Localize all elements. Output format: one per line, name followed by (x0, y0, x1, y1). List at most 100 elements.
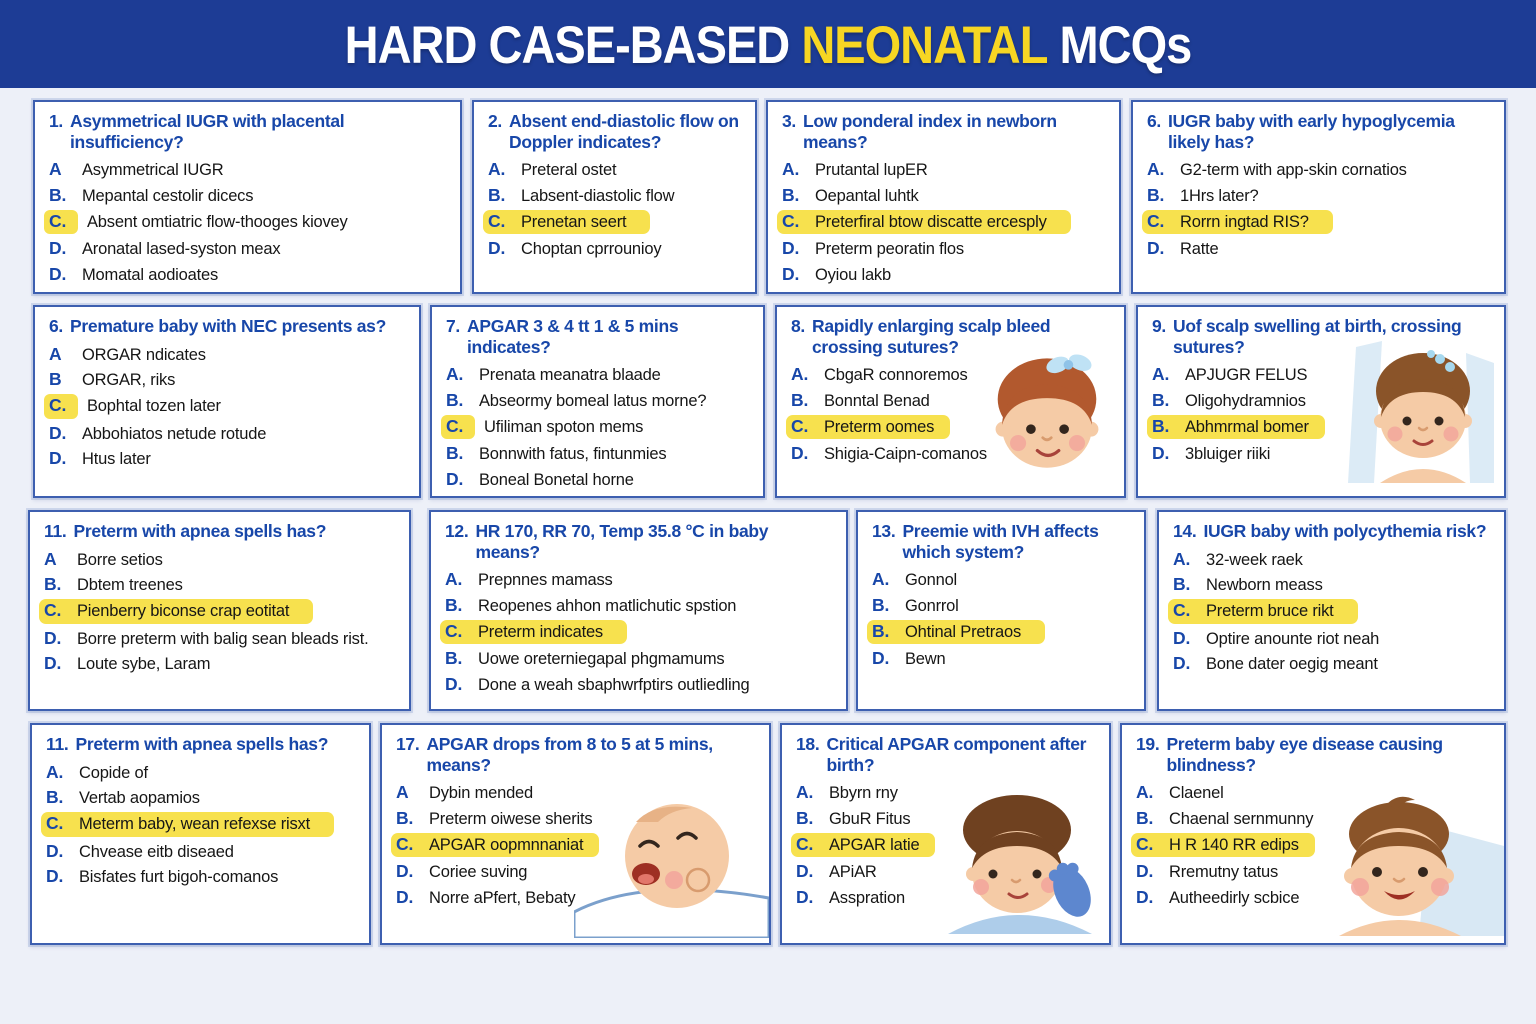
option-row-highlighted: C. APGAR oopmnnaniat (391, 832, 600, 858)
option-text: Prenata meanatra blaade (479, 366, 661, 385)
mcq-card-16: 19. Preterm baby eye disease causing blin… (1120, 723, 1506, 945)
question-text: Preterm baby eye disease causing blindne… (1166, 734, 1443, 775)
question-line: 11. Preterm with apnea spells has? (46, 734, 357, 755)
option-text: G2-term with app-skin cornatios (1180, 161, 1407, 180)
option-letter: D. (49, 238, 67, 259)
option-text: Rremutny tatus (1169, 863, 1279, 882)
mcq-card-5: 6. Premature baby with NEC presents as? A O… (33, 305, 421, 498)
option-text: ORGAR ndicates (82, 345, 206, 364)
option-row: B. Chaenal sernmunny (1136, 808, 1357, 829)
option-text: Ohtinal Pretraos (905, 622, 1022, 641)
option-row: B. Bonntal Benad (791, 390, 990, 411)
title-accent: NEONATAL (801, 14, 1048, 74)
options-list: A. CbgaR connoremos B. Bonntal Benad C. Prete… (786, 364, 990, 464)
option-row: B. Reopenes ahhon matlichutic spstion (445, 595, 834, 616)
option-row: D. Choptan cprrounioy (488, 238, 743, 259)
mcq-card-4: 6. IUGR baby with early hypoglycemia like… (1131, 100, 1506, 294)
option-row: A. Bbyrn rny (796, 782, 983, 803)
question-text: IUGR baby with early hypoglycemia likely… (1168, 111, 1455, 152)
option-row-highlighted: C. Preterm bruce rikt (1168, 599, 1358, 624)
option-row: A Borre setios (44, 549, 397, 570)
question-line: 11. Preterm with apnea spells has? (44, 521, 397, 542)
option-letter: A (49, 343, 62, 364)
option-letter: B. (445, 594, 463, 615)
mcq-card-8: 9. Uof scalp swelling at birth, crossing … (1136, 305, 1506, 498)
option-row: A. 32-week raek (1173, 549, 1492, 570)
question-line: 13. Preemie with IVH affects which system… (872, 521, 1132, 562)
question-number: 2. (488, 111, 502, 131)
option-row: B. Abseormy bomeal latus morne? (446, 390, 751, 411)
option-letter: B. (796, 807, 814, 828)
option-text: Newborn meass (1206, 575, 1323, 594)
option-text: Dybin mended (429, 784, 533, 803)
option-text: APJUGR FELUS (1185, 366, 1308, 385)
option-text: APGAR oopmnnaniat (429, 835, 584, 854)
option-row: B ORGAR, riks (49, 369, 407, 390)
option-row: D. Autheedirly scbice (1136, 887, 1357, 908)
option-text: Preterm oomes (824, 417, 935, 436)
option-text: Bonnwith fatus, fintunmies (479, 445, 667, 464)
option-row: D. Norre aPfert, Bebaty (396, 887, 620, 908)
option-row: D. Htus later (49, 448, 407, 469)
option-text: Prenetan seert (521, 212, 627, 231)
option-text: Preterfiral btow discatte ercesply (815, 212, 1047, 231)
option-row-highlighted: B. Abhmrmal bomer (1147, 414, 1325, 440)
option-row: D. Coriee suving (396, 861, 620, 882)
option-letter: D. (1173, 653, 1191, 674)
option-row-highlighted: C. Bophtal tozen later (44, 394, 407, 419)
title-part2: MCQs (1059, 14, 1193, 74)
option-row: B. 1Hrs later? (1147, 185, 1492, 206)
options-list: A Asymmetrical IUGR B. Mepantal cestolir di… (44, 159, 448, 285)
option-letter: B. (445, 648, 463, 669)
option-letter: C. (1136, 833, 1154, 854)
mcq-card-10: 12. HR 170, RR 70, Temp 35.8 °C in baby m… (429, 510, 848, 711)
option-text: Aronatal lased-syston meax (82, 240, 281, 259)
options-list: A. Preteral ostet B. Labsent-diastolic flow… (483, 159, 743, 259)
option-text: 3bluiger riiki (1185, 445, 1271, 464)
option-row-highlighted: C. Preterm oomes (786, 414, 951, 440)
option-text: Preteral ostet (521, 161, 617, 180)
mcq-card-15: 18. Critical APGAR component after birth?… (780, 723, 1111, 945)
options-list: A. Prenata meanatra blaade B. Abseormy bome… (441, 364, 751, 490)
option-text: Abhmrmal bomer (1185, 417, 1309, 436)
option-text: Bbyrn rny (829, 784, 898, 803)
question-number: 8. (791, 316, 805, 336)
option-text: Pienberry biconse crap eotitat (77, 602, 290, 621)
option-row-highlighted: C. Prenetan seert (483, 209, 651, 235)
option-letter: B. (446, 443, 464, 464)
option-row: A. APJUGR FELUS (1152, 364, 1363, 385)
question-number: 12. (445, 521, 469, 541)
option-row: D. Done a weah sbaphwrfptirs outliedling (445, 674, 834, 695)
option-row: A. Gonnol (872, 569, 1132, 590)
question-line: 12. HR 170, RR 70, Temp 35.8 °C in baby m… (445, 521, 834, 562)
option-letter: D. (1147, 238, 1165, 259)
baby-hairclips-illustration (1348, 333, 1498, 488)
option-text: Dbtem treenes (77, 575, 183, 594)
question-text: HR 170, RR 70, Temp 35.8 °C in baby mean… (475, 521, 769, 562)
question-line: 19. Preterm baby eye disease causing blin… (1136, 734, 1492, 775)
option-letter: B. (49, 184, 67, 205)
option-letter: C. (46, 813, 64, 834)
option-row-highlighted: C. Rorrn ingtad RIS? (1142, 209, 1333, 235)
option-letter: D. (445, 673, 463, 694)
option-letter: B. (1152, 415, 1170, 436)
option-letter: C. (44, 394, 78, 419)
option-text: Bophtal tozen later (87, 397, 221, 416)
question-text: Rapidly enlarging scalp bleed crossing s… (812, 316, 1051, 357)
option-row: D. Rremutny tatus (1136, 861, 1357, 882)
option-letter: A. (1173, 548, 1191, 569)
option-letter: A. (488, 159, 506, 180)
option-letter: D. (1136, 861, 1154, 882)
option-text: Oyiou lakb (815, 265, 891, 284)
option-text: Preterm peoratin flos (815, 240, 964, 259)
option-row: B. Oepantal luhtk (782, 185, 1107, 206)
option-row: B. Preterm oiwese sherits (396, 808, 620, 829)
option-text: Oepantal luhtk (815, 186, 919, 205)
option-row: D. Abbohiatos netude rotude (49, 423, 407, 444)
option-letter: B. (488, 184, 506, 205)
options-list: A Borre setios B. Dbtem treenes C. Pienberry … (39, 549, 397, 675)
question-line: 6. IUGR baby with early hypoglycemia like… (1147, 111, 1492, 152)
option-row: B. Labsent-diastolic flow (488, 185, 743, 206)
header-banner: HARD CASE-BASED NEONATAL MCQs (0, 0, 1536, 88)
option-row: D. Bewn (872, 648, 1132, 669)
